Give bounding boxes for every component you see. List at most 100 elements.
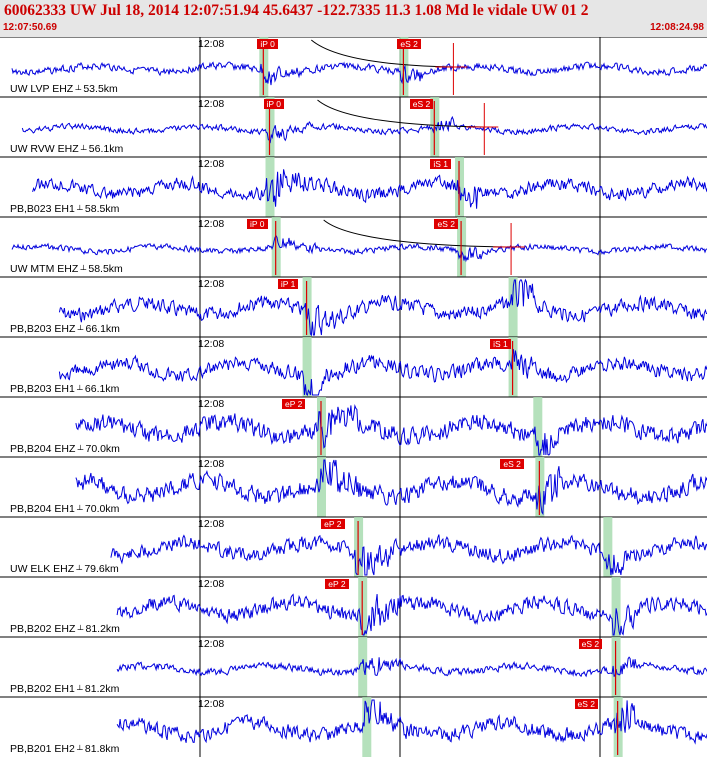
waveform-trace [21, 115, 707, 144]
time-tick-label: 12:08 [198, 398, 225, 410]
phase-pick-label[interactable]: eP 2 [282, 399, 306, 409]
station-channel: UW LVP EHZ [10, 83, 74, 95]
time-tick-label: 12:08 [198, 458, 225, 470]
time-tick-label: 12:08 [198, 98, 225, 110]
distance-separator-icon: ┴ [74, 685, 85, 694]
station-label: UW ELK EHZ ┴ 79.6km [10, 563, 119, 575]
station-channel: PB,B204 EH1 [10, 503, 75, 515]
station-distance: 81.8km [84, 743, 120, 755]
station-label: PB,B202 EHZ ┴ 81.2km [10, 623, 120, 635]
waveform-trace [116, 699, 707, 745]
phase-pick-label[interactable]: eS 2 [578, 639, 603, 649]
station-label: UW RVW EHZ ┴ 56.1km [10, 143, 123, 155]
waveform-trace [116, 656, 707, 678]
event-title: 60062333 UW Jul 18, 2014 12:07:51.94 45.… [4, 2, 589, 19]
station-distance: 58.5km [84, 203, 120, 215]
station-channel: UW MTM EHZ [10, 263, 79, 275]
station-channel: UW ELK EHZ [10, 563, 75, 575]
time-tick-label: 12:08 [198, 638, 225, 650]
waveform-trace [75, 403, 707, 456]
phase-pick-label[interactable]: eS 2 [409, 99, 434, 109]
waveform-trace [58, 349, 707, 397]
waveform-trace [32, 169, 707, 209]
distance-separator-icon: ┴ [78, 265, 89, 274]
station-label: PB,B204 EH1 ┴ 70.0km [10, 503, 119, 515]
s-phase-window [533, 397, 543, 457]
station-distance: 81.2km [85, 623, 120, 635]
time-tick-label: 12:08 [198, 578, 225, 590]
station-channel: PB,B201 EH2 [10, 743, 75, 755]
station-distance: 66.1km [84, 383, 120, 395]
s-phase-window [508, 277, 518, 337]
distance-separator-icon: ┴ [78, 145, 89, 154]
p-phase-window [358, 637, 368, 697]
waveform-trace [116, 593, 707, 636]
distance-separator-icon: ┴ [74, 505, 85, 514]
station-label: UW MTM EHZ ┴ 58.5km [10, 263, 123, 275]
station-distance: 58.5km [88, 263, 123, 275]
waveform-trace [11, 234, 707, 263]
distance-separator-icon: ┴ [74, 565, 85, 574]
phase-pick-label[interactable]: iS 1 [430, 159, 452, 169]
p-phase-window [302, 337, 312, 397]
station-channel: PB,B202 EHZ [10, 623, 76, 635]
time-end: 12:08:24.98 [650, 22, 704, 33]
distance-separator-icon: ┴ [75, 325, 86, 334]
phase-pick-label[interactable]: eP 2 [325, 579, 349, 589]
distance-separator-icon: ┴ [74, 205, 85, 214]
waveform-trace [110, 534, 707, 576]
phase-pick-label[interactable]: iP 0 [257, 39, 278, 49]
phase-pick-label[interactable]: iP 1 [277, 279, 299, 289]
station-label: PB,B204 EHZ ┴ 70.0km [10, 443, 120, 455]
p-phase-window [317, 457, 326, 517]
phase-pick-label[interactable]: eS 2 [574, 699, 599, 709]
phase-pick-label[interactable]: eP 2 [321, 519, 345, 529]
station-channel: PB,B202 EH1 [10, 683, 75, 695]
moveout-curve [323, 219, 512, 248]
station-label: PB,B203 EH1 ┴ 66.1km [10, 383, 119, 395]
station-distance: 66.1km [85, 323, 120, 335]
time-tick-label: 12:08 [198, 698, 225, 710]
phase-pick-label[interactable]: iP 0 [263, 99, 284, 109]
station-label: UW LVP EHZ ┴ 53.5km [10, 83, 118, 95]
station-channel: PB,B023 EH1 [10, 203, 75, 215]
station-channel: PB,B203 EH1 [10, 383, 75, 395]
phase-pick-label[interactable]: iP 0 [247, 219, 268, 229]
station-distance: 70.0km [84, 503, 120, 515]
station-channel: UW RVW EHZ [10, 143, 79, 155]
time-tick-label: 12:08 [198, 338, 225, 350]
time-tick-label: 12:08 [198, 158, 225, 170]
phase-pick-label[interactable]: iS 1 [490, 339, 511, 349]
moveout-curve [311, 39, 454, 68]
distance-separator-icon: ┴ [75, 625, 86, 634]
station-label: PB,B201 EH2 ┴ 81.8km [10, 743, 119, 755]
time-tick-label: 12:08 [198, 38, 225, 50]
phase-pick-label[interactable]: eS 2 [397, 39, 421, 49]
s-phase-window [603, 517, 613, 577]
time-tick-label: 12:08 [198, 278, 225, 290]
time-tick-label: 12:08 [198, 218, 225, 230]
p-phase-window [362, 697, 372, 757]
phase-pick-label[interactable]: eS 2 [434, 219, 458, 229]
station-channel: PB,B204 EHZ [10, 443, 76, 455]
moveout-curve [317, 99, 485, 128]
header-bar: 60062333 UW Jul 18, 2014 12:07:51.94 45.… [0, 0, 707, 37]
station-distance: 79.6km [84, 563, 119, 575]
station-distance: 56.1km [88, 143, 124, 155]
waveform-trace [58, 278, 707, 337]
station-label: PB,B023 EH1 ┴ 58.5km [10, 203, 119, 215]
s-phase-window [611, 577, 621, 637]
station-distance: 81.2km [84, 683, 120, 695]
station-label: PB,B202 EH1 ┴ 81.2km [10, 683, 119, 695]
station-distance: 70.0km [85, 443, 120, 455]
seismogram-plot[interactable] [0, 37, 707, 758]
waveform-trace [11, 61, 707, 86]
station-label: PB,B203 EHZ ┴ 66.1km [10, 323, 120, 335]
phase-pick-label[interactable]: eS 2 [500, 459, 524, 469]
station-channel: PB,B203 EHZ [10, 323, 76, 335]
distance-separator-icon: ┴ [74, 385, 85, 394]
distance-separator-icon: ┴ [74, 745, 85, 754]
time-tick-label: 12:08 [198, 518, 225, 530]
station-distance: 53.5km [83, 83, 118, 95]
distance-separator-icon: ┴ [75, 445, 86, 454]
